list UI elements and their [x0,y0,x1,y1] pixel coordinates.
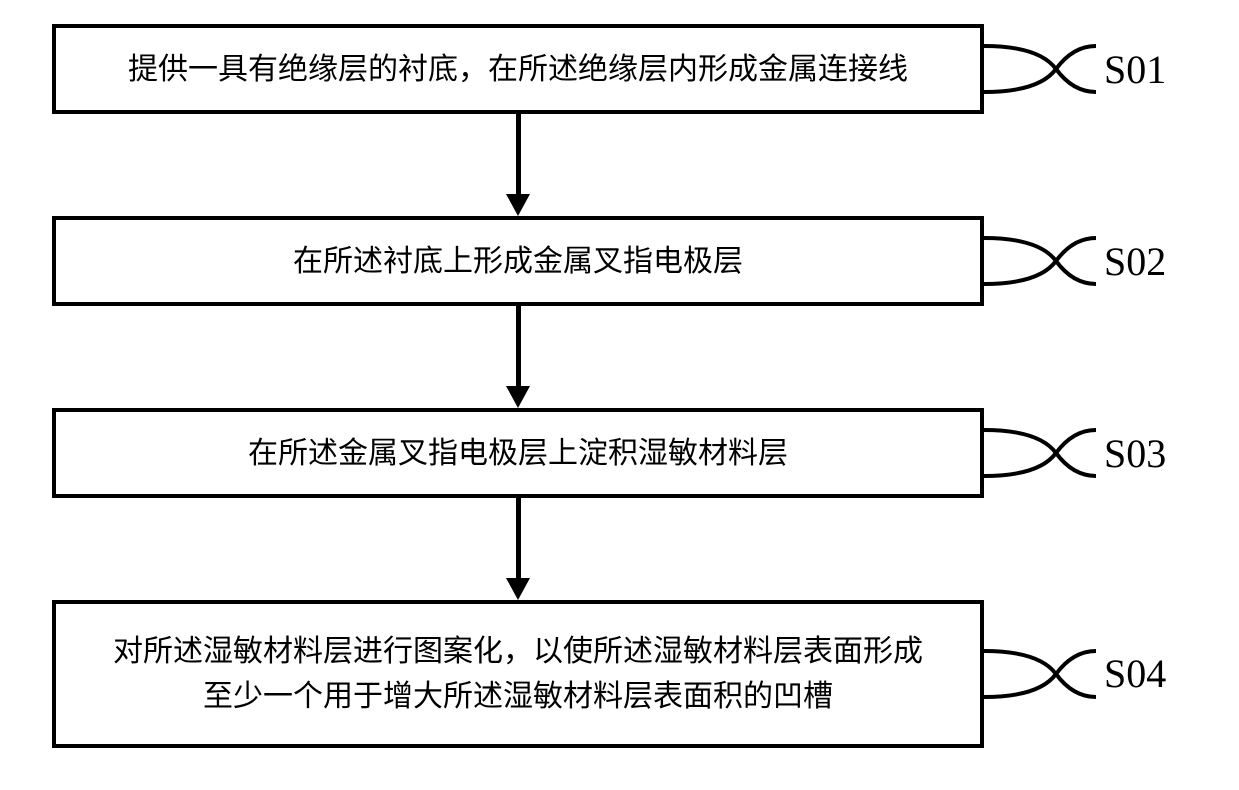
connector-s02 [984,234,1100,288]
arrow-line-3 [516,498,521,578]
step-label-s02: S02 [1104,238,1166,285]
step-box-s04: 对所述湿敏材料层进行图案化，以使所述湿敏材料层表面形成至少一个用于增大所述湿敏材… [52,600,984,748]
connector-s04 [984,647,1100,701]
step-text-s04: 对所述湿敏材料层进行图案化，以使所述湿敏材料层表面形成至少一个用于增大所述湿敏材… [108,629,928,719]
step-label-s04: S04 [1104,650,1166,697]
step-box-s03: 在所述金属叉指电极层上淀积湿敏材料层 [52,408,984,498]
step-box-s01: 提供一具有绝缘层的衬底，在所述绝缘层内形成金属连接线 [52,24,984,114]
step-label-s03: S03 [1104,430,1166,477]
step-text-s01: 提供一具有绝缘层的衬底，在所述绝缘层内形成金属连接线 [128,47,908,92]
step-label-s01: S01 [1104,46,1166,93]
arrow-head-3 [506,578,530,600]
arrow-line-1 [516,114,521,194]
connector-s03 [984,426,1100,480]
connector-s01 [984,42,1100,96]
arrow-head-2 [506,386,530,408]
step-box-s02: 在所述衬底上形成金属叉指电极层 [52,216,984,306]
arrow-line-2 [516,306,521,386]
flowchart-container: 提供一具有绝缘层的衬底，在所述绝缘层内形成金属连接线 S01 在所述衬底上形成金… [0,0,1239,790]
step-text-s02: 在所述衬底上形成金属叉指电极层 [293,239,743,284]
step-text-s03: 在所述金属叉指电极层上淀积湿敏材料层 [248,431,788,476]
arrow-head-1 [506,194,530,216]
